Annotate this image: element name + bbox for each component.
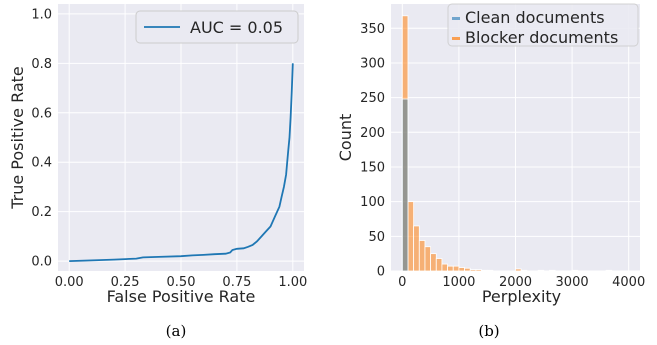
blocker-bar bbox=[515, 268, 522, 272]
y-tick-label: 0.6 bbox=[31, 106, 52, 121]
x-tick-label: 1.00 bbox=[278, 275, 307, 290]
y-axis-label: True Positive Rate bbox=[8, 66, 27, 210]
y-tick-label: 50 bbox=[368, 230, 385, 245]
x-axis-label: False Positive Rate bbox=[107, 287, 256, 306]
x-tick-label: 0.50 bbox=[167, 275, 196, 290]
blocker-bar bbox=[537, 269, 545, 272]
blocker-bar bbox=[447, 265, 454, 272]
panel-label: (a) bbox=[166, 322, 187, 340]
y-tick-label: 250 bbox=[360, 91, 385, 106]
y-tick-label: 0.4 bbox=[31, 156, 52, 171]
y-tick-label: 350 bbox=[360, 22, 385, 37]
blocker-bar bbox=[549, 269, 556, 272]
legend-label: Blocker documents bbox=[465, 28, 618, 47]
y-tick-label: 200 bbox=[360, 126, 385, 141]
blocker-bar bbox=[407, 201, 415, 272]
legend-box bbox=[447, 3, 639, 47]
y-tick-label: 0.8 bbox=[31, 57, 52, 72]
histogram-panel: 0 1000 2000 3000 4000 0 50 100 150 200 250 300 350 Cl… bbox=[336, 3, 645, 340]
blocker-bar bbox=[430, 253, 437, 272]
legend-label: AUC = 0.05 bbox=[190, 18, 283, 37]
legend-swatch bbox=[452, 17, 460, 20]
clean-bar bbox=[401, 98, 409, 272]
y-tick-label: 1.0 bbox=[31, 7, 52, 22]
y-tick-label: 0.0 bbox=[31, 255, 52, 270]
blocker-bar bbox=[452, 265, 460, 272]
blocker-bar bbox=[571, 269, 579, 272]
legend-label: Clean documents bbox=[465, 8, 605, 27]
blocker-bar bbox=[418, 240, 426, 272]
legend: AUC = 0.05 bbox=[135, 10, 299, 44]
x-axis-label: Perplexity bbox=[482, 287, 561, 306]
roc-panel: 0.00 0.25 0.50 0.75 1.00 0.0 0.2 0.4 0.6 0.8 1.0 AU… bbox=[8, 4, 307, 340]
blocker-bar bbox=[486, 269, 494, 272]
x-tick-label: 0 bbox=[398, 275, 406, 290]
panel-label: (b) bbox=[478, 322, 499, 340]
y-tick-label: 100 bbox=[360, 195, 385, 210]
y-tick-label: 0.2 bbox=[31, 205, 52, 220]
x-tick-label: 0.00 bbox=[55, 275, 84, 290]
blocker-bar bbox=[469, 269, 477, 272]
x-tick-label: 2000 bbox=[499, 275, 532, 290]
x-tick-label: 1000 bbox=[442, 275, 475, 290]
legend-box bbox=[135, 10, 299, 44]
blocker-bar bbox=[441, 263, 448, 272]
blocker-bar bbox=[435, 258, 443, 272]
x-tick-label: 0.75 bbox=[222, 275, 251, 290]
y-tick-label: 150 bbox=[360, 160, 385, 175]
y-axis-label: Count bbox=[336, 114, 355, 162]
blocker-bar bbox=[413, 225, 420, 272]
roc-curve bbox=[69, 63, 294, 262]
blocker-bar bbox=[464, 267, 471, 272]
y-tick-label: 300 bbox=[360, 56, 385, 71]
blocker-bar bbox=[458, 267, 465, 272]
x-tick-label: 0.25 bbox=[111, 275, 140, 290]
blocker-bar bbox=[520, 269, 528, 272]
x-tick-label: 3000 bbox=[556, 275, 589, 290]
blocker-bar bbox=[475, 269, 482, 272]
x-tick-label: 4000 bbox=[612, 275, 645, 290]
blocker-bar bbox=[424, 246, 432, 272]
legend-swatch bbox=[452, 37, 460, 40]
blocker-bar bbox=[605, 269, 613, 272]
blocker-bar bbox=[481, 269, 488, 272]
y-tick-label: 0 bbox=[377, 265, 385, 280]
